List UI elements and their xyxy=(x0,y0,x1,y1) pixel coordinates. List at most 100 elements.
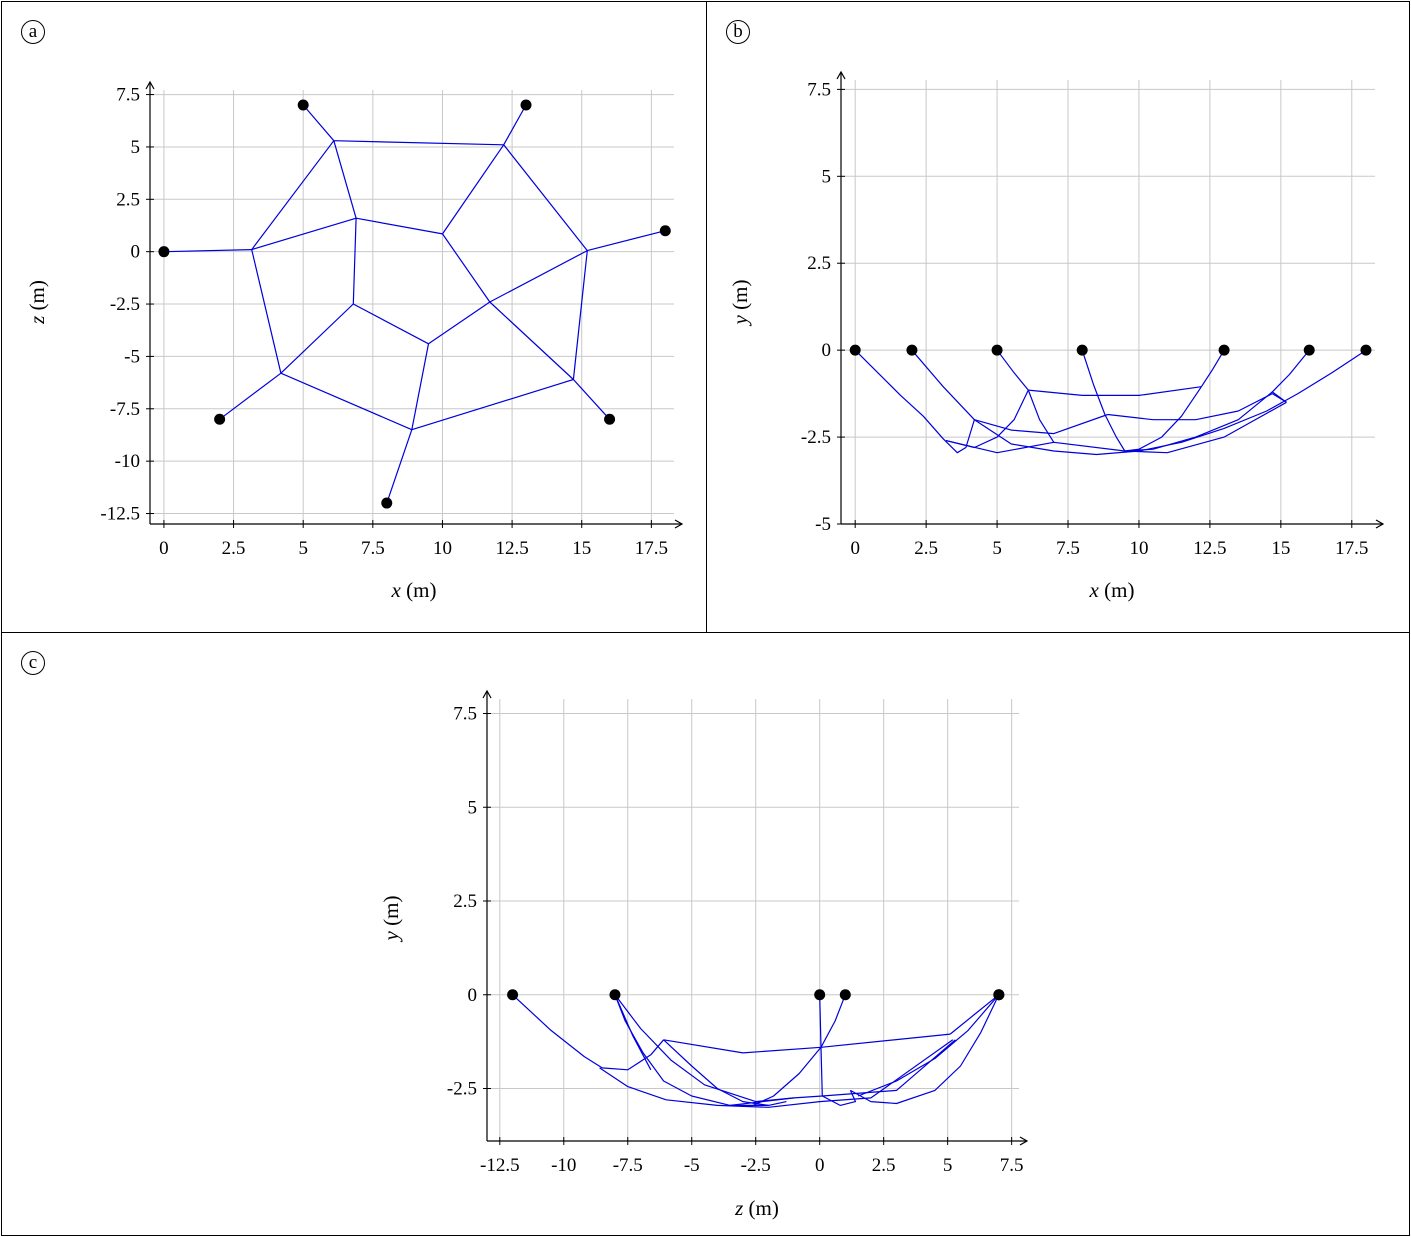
plot-c: -12.5 -10 -7.5 -5 -2.5 0 2.5 5 7.5 -2.5 0 2.5 5 7.5 z … xyxy=(379,689,1029,1220)
a-cable-9 xyxy=(333,140,357,219)
a-ytick-label-8: 7.5 xyxy=(116,85,140,106)
c-anchor-point-2 xyxy=(814,989,826,1001)
a-cable-13 xyxy=(280,303,354,374)
panel-c: c -12.5 -10 -7.5 -5 -2.5 0 2.5 5 7.5 -2.5 0 2.5 5 7.5… xyxy=(1,632,1410,1236)
c-cable-9 xyxy=(663,1033,951,1054)
a-xtick-label-7: 17.5 xyxy=(635,538,668,559)
a-cable-12 xyxy=(411,343,430,430)
b-xtick-label-1: 2.5 xyxy=(914,538,938,559)
c-cable-14 xyxy=(730,1039,956,1106)
a-anchor-point-3 xyxy=(659,225,671,237)
a-anchor-point-0 xyxy=(158,246,170,258)
a-xtick-label-3: 7.5 xyxy=(361,538,385,559)
b-anchor-point-4 xyxy=(1218,344,1230,356)
a-ytick-label-1: -10 xyxy=(115,451,140,472)
b-anchor-point-5 xyxy=(1303,344,1315,356)
c-anchor-point-1 xyxy=(609,989,621,1001)
b-ytick-label-2: 0 xyxy=(822,340,832,361)
c-y-axis-arrow xyxy=(482,689,492,699)
a-anchor-point-2 xyxy=(520,99,532,111)
c-xtick-label-5: 0 xyxy=(815,1155,825,1176)
a-anchor-point-1 xyxy=(297,99,309,111)
a-cable-14 xyxy=(251,217,357,251)
c-ytick-label-0: -2.5 xyxy=(447,1079,477,1100)
c-cable-0 xyxy=(512,994,665,1071)
c-cable-5 xyxy=(820,994,846,1048)
panel-label-c: c xyxy=(21,651,45,675)
b-cable-6 xyxy=(974,349,1367,456)
c-cable-11 xyxy=(663,1039,769,1106)
a-cable-7 xyxy=(251,140,588,431)
b-xtick-label-2: 5 xyxy=(992,538,1002,559)
a-anchor-point-4 xyxy=(604,413,616,425)
c-cable-6 xyxy=(949,994,1000,1035)
b-xtick-label-5: 12.5 xyxy=(1193,538,1226,559)
a-cable-0 xyxy=(163,249,252,253)
c-anchor-point-0 xyxy=(507,989,519,1001)
c-ytick-label-3: 5 xyxy=(468,797,478,818)
b-cable-1 xyxy=(911,349,975,421)
b-ytick-label-0: -5 xyxy=(815,514,831,535)
a-ytick-label-5: 0 xyxy=(131,242,141,263)
c-ytick-label-4: 7.5 xyxy=(453,704,477,725)
c-cable-7 xyxy=(857,994,1000,1097)
a-x-axis-arrow xyxy=(674,519,684,529)
b-anchor-point-3 xyxy=(1076,344,1088,356)
b-x-axis-arrow xyxy=(1375,519,1385,529)
panel-label-b: b xyxy=(726,20,750,44)
a-xtick-label-5: 12.5 xyxy=(495,538,528,559)
a-cable-3 xyxy=(587,230,666,252)
a-xtick-label-4: 10 xyxy=(433,538,452,559)
b-cable-5 xyxy=(1124,349,1310,452)
panel-b: b 0 2.5 5 7.5 10 12.5 15 17.5 -5 -2.5 0 2.5 5 7.5 x (m… xyxy=(706,1,1410,633)
a-xtick-label-0: 0 xyxy=(159,538,169,559)
c-anchor-point-5 xyxy=(993,989,1005,1001)
c-cable-13 xyxy=(822,1090,857,1106)
c-xtick-label-3: -5 xyxy=(684,1155,700,1176)
b-cable-12 xyxy=(1124,386,1202,452)
a-cable-11 xyxy=(489,250,588,380)
b-ytick-label-4: 5 xyxy=(822,166,832,187)
b-xtick-label-7: 17.5 xyxy=(1335,538,1368,559)
b-cable-3 xyxy=(1081,350,1126,452)
c-xtick-label-4: -2.5 xyxy=(741,1155,771,1176)
c-anchor-point-3 xyxy=(839,989,851,1001)
a-ytick-label-0: -12.5 xyxy=(100,504,140,525)
b-xtick-label-4: 10 xyxy=(1129,538,1148,559)
b-cable-4 xyxy=(1200,349,1225,388)
c-y-axis-label: y (m) xyxy=(379,896,403,943)
c-cable-10 xyxy=(599,1039,954,1108)
a-ytick-label-3: -5 xyxy=(124,346,140,367)
c-xtick-label-6: 2.5 xyxy=(872,1155,896,1176)
b-y-axis-arrow xyxy=(836,70,846,80)
a-cable-4 xyxy=(572,379,611,420)
b-cable-10 xyxy=(945,389,1029,449)
b-cable-7 xyxy=(1028,386,1202,396)
b-ytick-label-1: -2.5 xyxy=(801,427,831,448)
b-xtick-label-0: 0 xyxy=(850,538,860,559)
c-cable-2 xyxy=(614,994,795,1103)
b-anchor-point-1 xyxy=(906,344,918,356)
a-y-axis-label: z (m) xyxy=(25,280,49,325)
b-cable-11 xyxy=(1027,389,1055,443)
c-xtick-label-8: 7.5 xyxy=(1000,1155,1024,1176)
b-ytick-label-5: 7.5 xyxy=(807,79,831,100)
a-ytick-label-6: 2.5 xyxy=(116,189,140,210)
panel-a: a 0 2.5 5 7.5 10 12.5 15 17.5 -12.5 -10 -7.5 -5 -2.5… xyxy=(1,1,707,633)
a-y-axis-arrow xyxy=(145,80,155,90)
c-xtick-label-1: -10 xyxy=(551,1155,576,1176)
b-xtick-label-3: 7.5 xyxy=(1056,538,1080,559)
b-anchor-point-2 xyxy=(991,344,1003,356)
c-ytick-label-2: 2.5 xyxy=(453,891,477,912)
a-xtick-label-6: 15 xyxy=(572,538,591,559)
b-cable-9 xyxy=(1107,393,1287,421)
plot-b: 0 2.5 5 7.5 10 12.5 15 17.5 -5 -2.5 0 2.5 5 7.5 x (m) y… xyxy=(728,70,1385,602)
b-cable-2 xyxy=(996,349,1029,391)
b-x-axis-label: x (m) xyxy=(1089,578,1135,602)
b-anchor-point-0 xyxy=(849,344,861,356)
a-cable-2 xyxy=(503,104,527,146)
a-ytick-label-7: 5 xyxy=(131,137,141,158)
a-ytick-label-4: -2.5 xyxy=(110,294,140,315)
b-y-axis-label: y (m) xyxy=(728,280,752,327)
a-cable-10 xyxy=(442,144,505,235)
